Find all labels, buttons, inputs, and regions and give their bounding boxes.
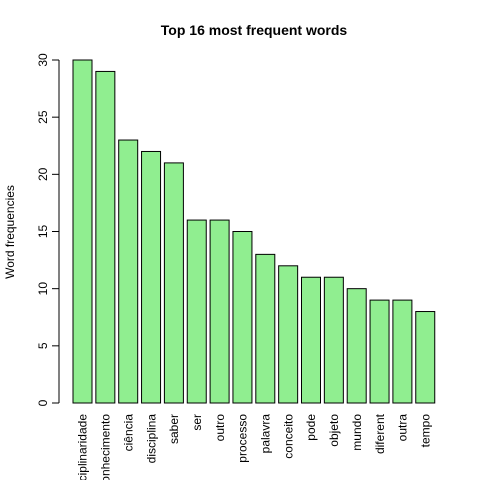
chart-title: Top 16 most frequent words bbox=[161, 22, 348, 38]
bars bbox=[72, 59, 436, 404]
x-tick-label: outra bbox=[396, 414, 410, 442]
y-tick-label: 5 bbox=[36, 342, 50, 349]
bar bbox=[186, 219, 207, 404]
y-axis-label: Word frequencies bbox=[3, 185, 17, 279]
x-tick-label: objeto bbox=[327, 414, 341, 447]
bar bbox=[415, 311, 436, 404]
y-tick-label: 20 bbox=[36, 167, 50, 181]
bar bbox=[301, 276, 321, 404]
bar bbox=[369, 299, 390, 404]
bar bbox=[118, 139, 139, 404]
x-tick-label: diferent bbox=[373, 413, 387, 454]
x-tick-label: saber bbox=[167, 414, 181, 444]
y-tick-label: 25 bbox=[36, 110, 50, 124]
y-tick-label: 10 bbox=[36, 282, 50, 296]
x-tick-label: disciplina bbox=[144, 414, 158, 464]
x-tick-label: conceito bbox=[281, 414, 295, 459]
bar bbox=[72, 59, 93, 404]
x-tick-label: ser bbox=[190, 414, 204, 431]
x-tick-label: pode bbox=[304, 414, 318, 441]
x-tick-label: mundo bbox=[350, 414, 364, 451]
x-tick-label: ciência bbox=[121, 414, 135, 452]
x-tick-label: processo bbox=[236, 414, 250, 463]
x-tick-labels: disciplinaridade conhecimento ciência disci… bbox=[76, 413, 433, 480]
bar bbox=[141, 150, 162, 404]
bar bbox=[278, 265, 299, 404]
y-tick-label: 15 bbox=[36, 225, 50, 239]
bar bbox=[346, 288, 367, 404]
x-tick-label: tempo bbox=[418, 414, 432, 448]
bar bbox=[392, 299, 413, 404]
x-tick-label: conhecimento bbox=[99, 414, 113, 480]
x-tick-label: disciplinaridade bbox=[76, 414, 90, 480]
x-tick-label: outro bbox=[213, 414, 227, 442]
y-axis: 0 5 10 15 20 25 30 bbox=[36, 53, 60, 406]
bar bbox=[255, 253, 276, 404]
y-tick-label: 0 bbox=[36, 399, 50, 406]
bar bbox=[163, 162, 184, 404]
bar bbox=[323, 276, 344, 404]
bar bbox=[232, 231, 253, 404]
x-tick-label: palavra bbox=[259, 414, 273, 454]
bar bbox=[95, 70, 116, 404]
y-tick-label: 30 bbox=[36, 53, 50, 67]
bar bbox=[209, 219, 230, 404]
